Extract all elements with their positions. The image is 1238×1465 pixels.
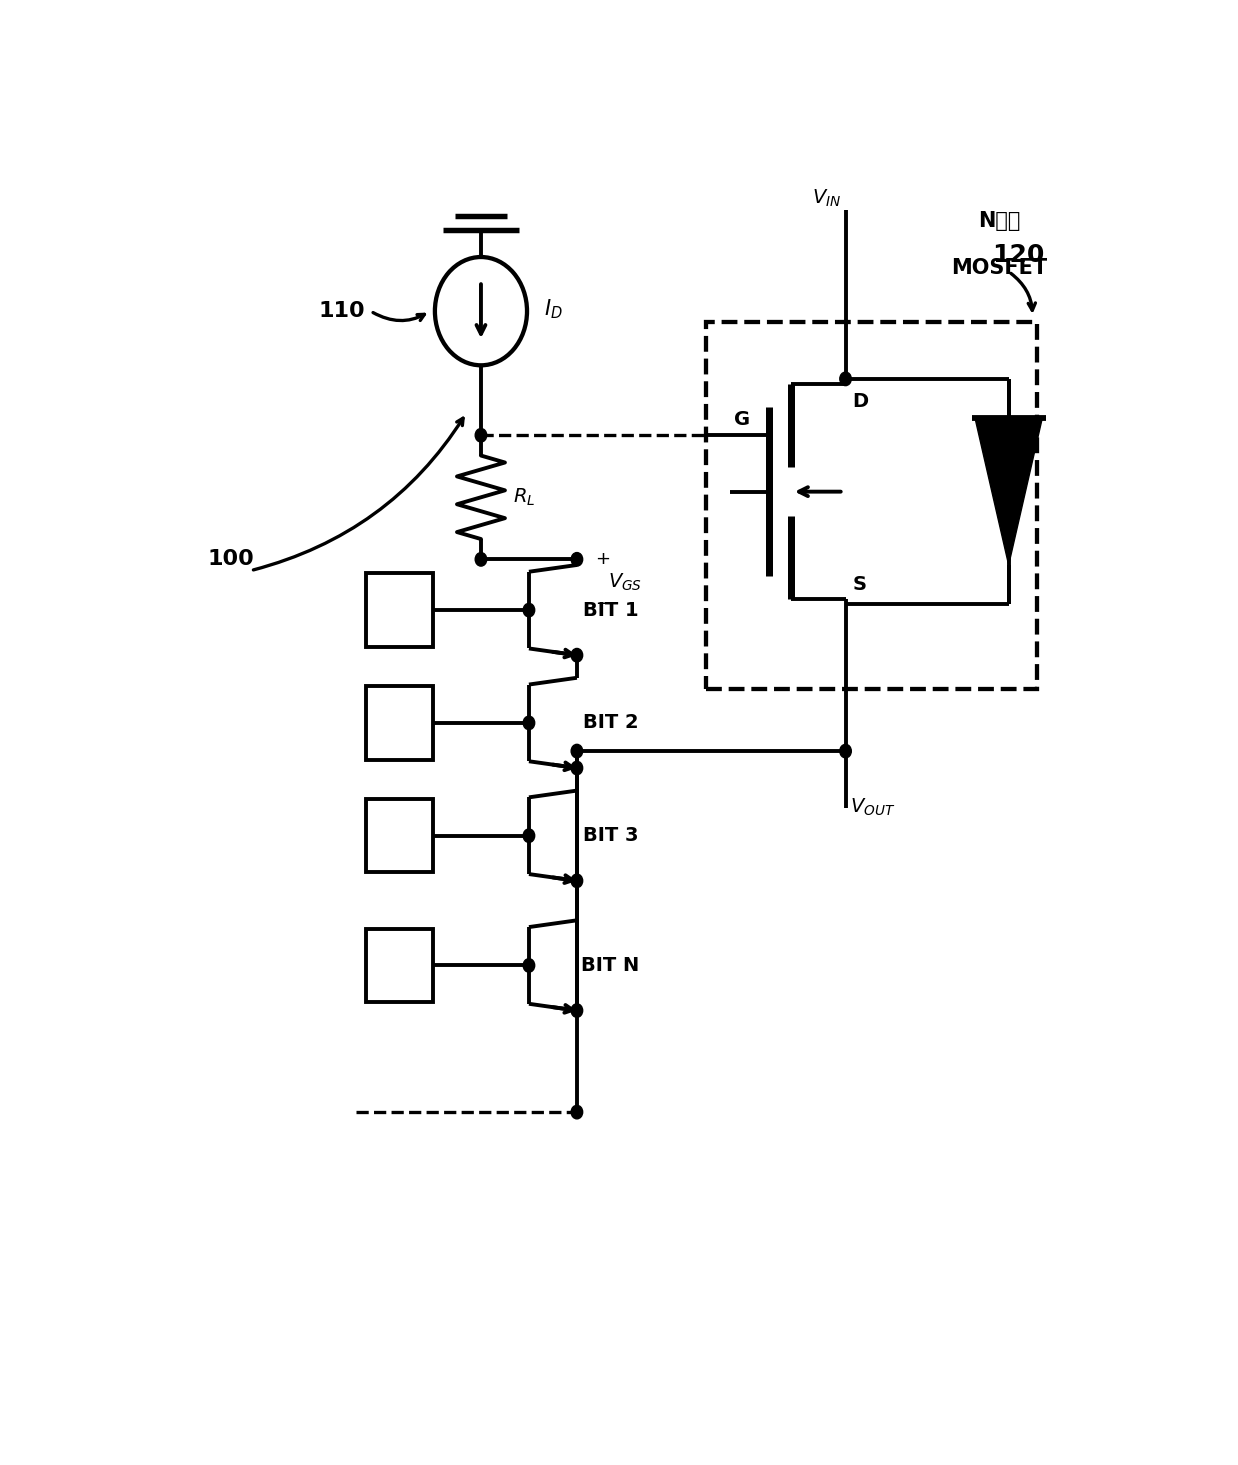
Text: G: G xyxy=(734,410,750,429)
Text: BIT 2: BIT 2 xyxy=(583,713,639,732)
Circle shape xyxy=(571,1004,583,1017)
Text: $V_{GS}$: $V_{GS}$ xyxy=(608,571,643,592)
Circle shape xyxy=(571,1105,583,1119)
Text: 100: 100 xyxy=(208,549,254,570)
Text: N沟道: N沟道 xyxy=(978,211,1020,231)
Circle shape xyxy=(571,744,583,757)
Bar xyxy=(366,798,433,872)
Circle shape xyxy=(571,875,583,888)
Bar xyxy=(366,573,433,646)
Circle shape xyxy=(839,372,852,385)
Text: S: S xyxy=(853,574,867,593)
Circle shape xyxy=(571,552,583,565)
Circle shape xyxy=(475,428,487,442)
Text: BIT 1: BIT 1 xyxy=(583,601,639,620)
Circle shape xyxy=(839,744,852,757)
Text: MOSFET: MOSFET xyxy=(951,258,1047,278)
Circle shape xyxy=(475,552,487,565)
Circle shape xyxy=(571,649,583,662)
Text: BIT N: BIT N xyxy=(582,957,640,974)
Text: $R_L$: $R_L$ xyxy=(513,486,535,508)
Circle shape xyxy=(571,762,583,775)
Circle shape xyxy=(524,716,535,730)
Circle shape xyxy=(524,604,535,617)
Bar xyxy=(707,322,1037,689)
Text: $-$: $-$ xyxy=(595,593,610,611)
Text: D: D xyxy=(852,393,868,410)
Text: $V_{OUT}$: $V_{OUT}$ xyxy=(849,797,895,817)
Text: $+$: $+$ xyxy=(595,551,610,568)
Text: 110: 110 xyxy=(318,302,365,321)
Polygon shape xyxy=(976,419,1042,565)
Circle shape xyxy=(524,829,535,842)
Text: BIT 3: BIT 3 xyxy=(583,826,639,845)
Bar xyxy=(366,686,433,759)
Text: $V_{IN}$: $V_{IN}$ xyxy=(812,188,841,209)
Text: 120: 120 xyxy=(992,243,1045,267)
Bar xyxy=(366,929,433,1002)
Circle shape xyxy=(524,958,535,973)
Text: $I_D$: $I_D$ xyxy=(543,297,562,321)
